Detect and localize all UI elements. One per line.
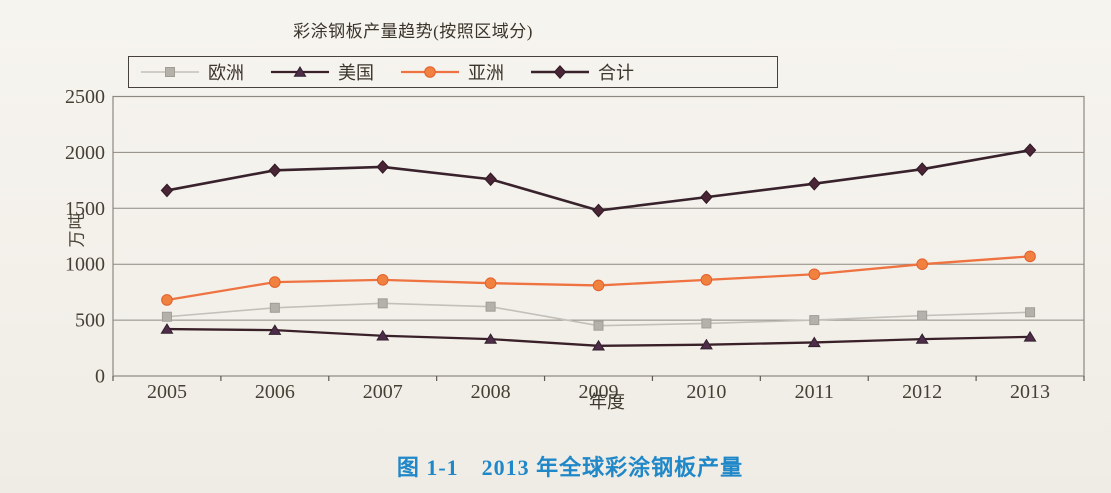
y-tick-label: 2000 xyxy=(65,142,105,164)
diamond-marker-icon xyxy=(700,190,713,205)
legend-sample xyxy=(271,66,329,77)
chart-title: 彩涂钢板产量趋势(按照区域分) xyxy=(293,22,533,41)
legend: 欧洲 美国 亚洲 合计 xyxy=(128,56,778,88)
legend-sample xyxy=(531,65,589,79)
legend-item: 欧洲 xyxy=(141,59,244,85)
square-marker-icon xyxy=(485,301,496,312)
square-marker-icon xyxy=(593,320,604,331)
square-marker-icon xyxy=(701,318,712,329)
triangle-marker-icon xyxy=(484,333,498,344)
series-triangle xyxy=(160,323,1037,351)
legend-sample xyxy=(141,67,199,77)
legend-sample xyxy=(401,66,459,78)
legend-label: 欧洲 xyxy=(208,63,244,83)
legend-item: 美国 xyxy=(271,59,374,85)
y-tick-labels: 0 500 1000 1500 2000 2500 xyxy=(65,86,105,388)
x-tick-labels: 2005 2006 2007 2008 2009 2010 2011 2012 2013 xyxy=(147,381,1050,403)
triangle-marker-icon xyxy=(160,323,174,334)
triangle-marker-icon xyxy=(699,338,713,350)
circle-marker-icon xyxy=(592,279,605,292)
x-tick-label: 2013 xyxy=(1010,381,1050,403)
circle-marker-icon xyxy=(1024,250,1036,263)
series-circle xyxy=(161,250,1036,306)
x-tick-label: 2005 xyxy=(147,381,187,403)
y-tick-label: 2500 xyxy=(65,86,105,108)
y-tick-label: 0 xyxy=(95,366,105,388)
legend-item: 合计 xyxy=(531,59,634,85)
circle-marker-icon xyxy=(916,258,928,271)
plot-border xyxy=(112,95,1085,377)
triangle-marker-icon xyxy=(376,329,390,341)
x-tick-label: 2009 xyxy=(579,381,619,403)
square-marker-icon xyxy=(809,315,820,326)
diamond-marker-icon xyxy=(915,162,929,177)
diamond-marker-icon xyxy=(376,159,389,174)
diamond-marker-icon xyxy=(1023,143,1037,158)
diamond-marker-icon xyxy=(268,163,282,178)
legend-item: 亚洲 xyxy=(401,59,504,85)
triangle-marker-icon xyxy=(1023,330,1037,342)
gridlines xyxy=(113,151,1084,321)
diamond-marker-icon xyxy=(484,172,497,187)
square-marker-icon xyxy=(269,302,280,313)
square-marker-icon xyxy=(165,67,175,77)
y-tick-label: 1000 xyxy=(65,254,105,276)
series-line xyxy=(166,148,1031,212)
triangle-marker-icon xyxy=(268,324,282,335)
circle-marker-icon xyxy=(484,277,497,290)
series-line xyxy=(166,255,1031,302)
diamond-marker-icon xyxy=(808,176,821,191)
triangle-marker-icon xyxy=(293,66,307,77)
square-marker-icon xyxy=(917,310,928,321)
square-marker-icon xyxy=(1025,307,1036,318)
triangle-marker-icon xyxy=(915,333,929,344)
legend-label: 合计 xyxy=(598,63,634,83)
x-axis-title: 年度 xyxy=(589,392,625,412)
y-tick-label: 500 xyxy=(75,310,105,332)
x-axis-ticks xyxy=(112,376,1085,381)
x-tick-label: 2008 xyxy=(471,381,511,403)
square-marker-icon xyxy=(161,311,172,322)
x-tick-label: 2006 xyxy=(255,381,295,403)
x-tick-label: 2011 xyxy=(795,381,834,403)
diamond-marker-icon xyxy=(592,203,605,218)
triangle-marker-icon xyxy=(807,336,821,348)
circle-marker-icon xyxy=(700,274,713,286)
y-tick-label: 1500 xyxy=(65,198,105,220)
triangle-marker-icon xyxy=(592,339,605,351)
diamond-marker-icon xyxy=(160,183,174,198)
diamond-marker-icon xyxy=(553,65,567,79)
circle-marker-icon xyxy=(808,268,821,281)
circle-marker-icon xyxy=(269,276,281,288)
series-diamond xyxy=(160,143,1037,218)
x-tick-label: 2010 xyxy=(686,381,726,403)
x-tick-label: 2007 xyxy=(363,381,403,403)
square-marker-icon xyxy=(377,298,388,309)
series-square xyxy=(161,298,1036,331)
figure-caption: 图 1-1 2013 年全球彩涂钢板产量 xyxy=(396,455,744,480)
circle-marker-icon xyxy=(424,66,436,78)
legend-label: 亚洲 xyxy=(468,63,504,83)
circle-marker-icon xyxy=(376,274,389,286)
circle-marker-icon xyxy=(161,294,173,306)
x-tick-label: 2012 xyxy=(902,381,942,403)
legend-label: 美国 xyxy=(338,63,374,83)
